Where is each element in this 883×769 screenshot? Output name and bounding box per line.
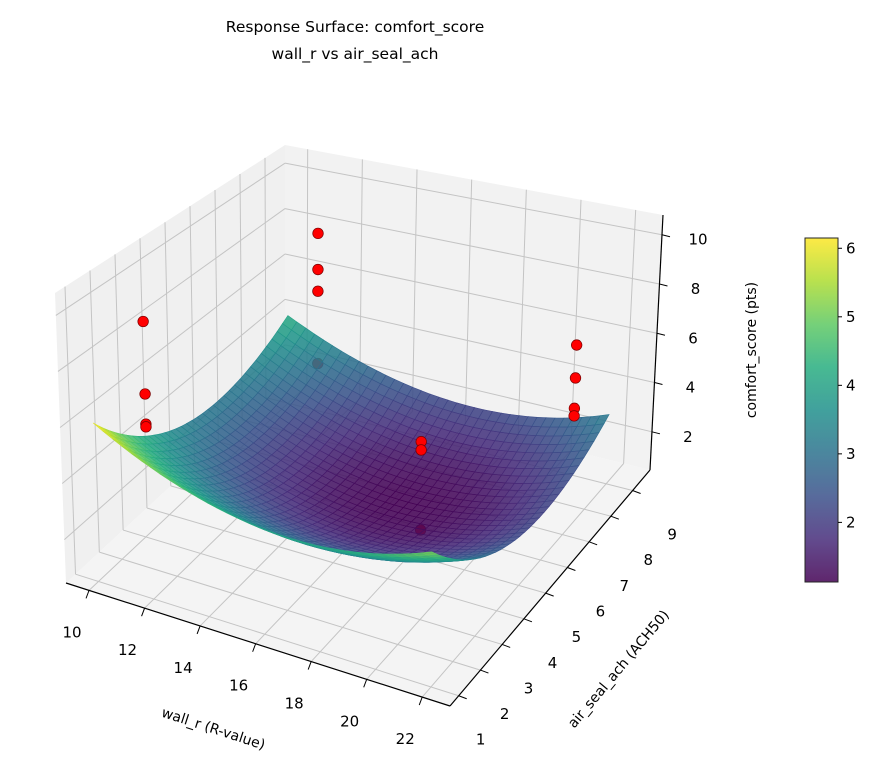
response-surface — [93, 315, 610, 563]
x-axis-label: wall_r (R-value) — [159, 705, 267, 754]
data-point — [312, 285, 324, 297]
colorbar-tick-label: 5 — [846, 308, 856, 326]
back-gridline-z — [284, 162, 663, 236]
left-gridline-y — [214, 190, 219, 442]
y-tick-label: 5 — [572, 628, 582, 646]
floor-gridline-y — [146, 507, 525, 620]
scatter-points-front — [137, 227, 583, 456]
surface-facet — [421, 551, 438, 556]
x-tick-label: 22 — [396, 730, 415, 748]
colorbar-tick-label: 6 — [846, 239, 856, 257]
left-gridline-y — [89, 270, 100, 553]
data-point — [571, 339, 583, 351]
x-tick-label: 14 — [174, 659, 193, 677]
y-tick-mark — [501, 643, 511, 648]
back-gridline-x — [359, 159, 363, 399]
x-tick-mark — [141, 607, 146, 617]
back-gridline-x — [411, 169, 418, 412]
back-gridline-x — [464, 179, 473, 425]
left-gridline-z — [59, 253, 286, 428]
y-tick-label: 3 — [524, 679, 534, 697]
y-tick-mark — [458, 695, 467, 700]
data-point — [137, 315, 149, 328]
z-tick-mark — [651, 431, 661, 435]
floor-gridline-x — [421, 463, 624, 698]
floor-gridline-y — [122, 529, 503, 645]
data-point — [569, 372, 582, 384]
x-tick-mark — [363, 679, 368, 688]
data-point — [415, 444, 427, 456]
y-tick-mark — [480, 669, 489, 674]
floor-gridline-y — [99, 551, 481, 671]
back-gridline-x — [517, 189, 527, 438]
y-tick-mark — [610, 515, 620, 520]
y-tick-label: 4 — [548, 654, 558, 672]
colorbar: 2 3 4 5 6 — [804, 237, 856, 583]
colorbar-tick-label: 2 — [846, 513, 856, 531]
z-tick-label: 10 — [688, 231, 707, 249]
y-tick-mark — [588, 541, 598, 546]
left-gridline-y — [64, 286, 77, 575]
y-tick-mark — [632, 490, 641, 494]
data-point — [139, 388, 151, 400]
z-tick-label: 4 — [686, 379, 696, 397]
colorbar-gradient — [804, 237, 839, 583]
back-gridline-x — [623, 209, 637, 464]
z-tick-label: 8 — [691, 280, 701, 298]
left-pane — [55, 145, 285, 583]
z-tick-mark — [661, 234, 671, 238]
z-tick-mark — [659, 283, 668, 287]
left-gridline-z — [55, 162, 286, 316]
z-axis-label: comfort_score (pts) — [744, 282, 760, 418]
y-tick-label: 9 — [667, 526, 677, 544]
x-tick-mark — [307, 661, 312, 670]
z-tick-label: 2 — [683, 428, 693, 446]
y-tick-label: 8 — [643, 551, 653, 569]
colorbar-tick-label: 4 — [846, 376, 856, 394]
data-point — [140, 421, 152, 433]
colorbar-tick-label: 3 — [846, 445, 856, 463]
z-tick-label: 6 — [688, 329, 698, 347]
back-gridline-z — [284, 253, 658, 334]
x-tick-label: 12 — [118, 641, 137, 659]
x-tick-label: 20 — [340, 712, 359, 730]
y-tick-label: 1 — [476, 731, 486, 749]
y-tick-mark — [567, 567, 576, 571]
x-tick-label: 16 — [229, 677, 248, 695]
y-tick-label: 6 — [596, 602, 606, 620]
left-gridline-y — [114, 254, 124, 531]
axis-lines — [65, 214, 671, 707]
left-gridline-z — [61, 299, 286, 484]
x-tick-label: 10 — [62, 623, 81, 641]
data-point — [312, 263, 324, 276]
z-tick-mark — [656, 332, 666, 336]
floor-gridline-y — [75, 573, 459, 697]
y-tick-mark — [523, 618, 533, 623]
x-axis-line — [65, 582, 451, 707]
chart-title-line-2: wall_r vs air_seal_ach — [272, 45, 439, 64]
z-tick-mark — [654, 382, 663, 386]
data-point — [568, 410, 580, 422]
data-point — [312, 227, 324, 240]
y-tick-mark — [545, 592, 554, 597]
y-tick-label: 7 — [620, 577, 630, 595]
back-gridline-z — [284, 298, 655, 384]
z-axis-line — [649, 214, 664, 471]
y-axis-line — [449, 469, 651, 707]
left-gridline-z — [57, 208, 286, 372]
chart-title-line-1: Response Surface: comfort_score — [226, 18, 484, 37]
y-axis-label: air_seal_ach (ACH50) — [565, 607, 673, 731]
x-tick-mark — [252, 643, 257, 652]
x-tick-mark — [418, 696, 423, 706]
back-gridline-z — [284, 208, 660, 285]
x-tick-mark — [85, 590, 90, 599]
x-tick-mark — [196, 625, 201, 635]
x-tick-label: 18 — [285, 695, 304, 713]
y-tick-label: 2 — [500, 705, 510, 723]
